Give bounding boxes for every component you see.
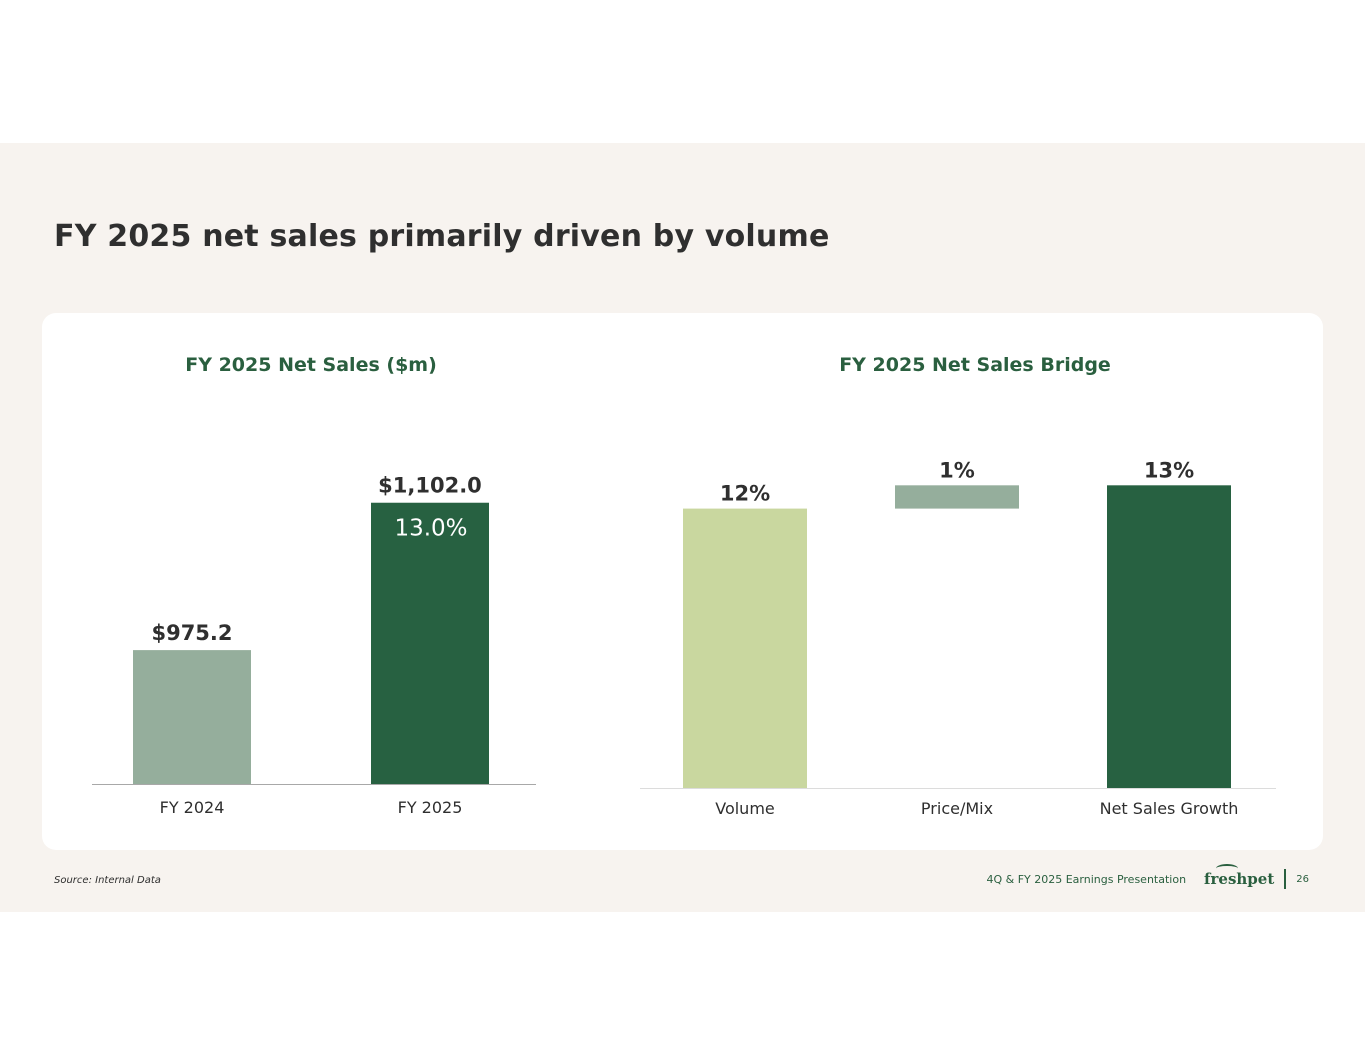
chart-card: FY 2025 Net Sales ($m) $975.2 FY 2024 $1,10… [42,313,1323,850]
growth-annotation: 13.0% [394,516,467,542]
charts-svg: FY 2025 Net Sales ($m) $975.2 FY 2024 $1,10… [92,354,1276,818]
net-sales-chart-title: FY 2025 Net Sales ($m) [185,354,437,376]
data-label: $975.2 [151,621,232,645]
bar-net-sales-growth [1107,485,1231,788]
x-tick-label: Price/Mix [921,799,993,818]
x-tick-label: Volume [715,799,775,818]
bar-fy-2025 [371,502,489,784]
footer-divider [1284,869,1287,889]
bar-volume [683,508,807,788]
logo-leaf-icon [1216,864,1239,873]
slide: FY 2025 net sales primarily driven by vo… [0,143,1365,912]
data-label: 12% [720,482,770,506]
x-tick-label: FY 2024 [160,798,225,817]
page-title: FY 2025 net sales primarily driven by vo… [54,219,830,254]
data-label: 13% [1144,458,1194,482]
logo-text: freshpet [1204,870,1275,888]
data-label: 1% [939,458,975,482]
footer: 4Q & FY 2025 Earnings Presentation fresh… [986,864,1309,891]
bar-fy-2024 [133,650,251,784]
presentation-name: 4Q & FY 2025 Earnings Presentation [986,872,1187,886]
x-tick-label: FY 2025 [398,798,463,817]
x-tick-label: Net Sales Growth [1100,799,1239,818]
page-number: 26 [1296,873,1309,885]
freshpet-logo: freshpet [1204,864,1275,888]
bar-price-mix [895,485,1019,509]
source-note: Source: Internal Data [54,875,161,886]
bridge-chart-title: FY 2025 Net Sales Bridge [839,354,1111,376]
data-label: $1,102.0 [378,474,482,498]
